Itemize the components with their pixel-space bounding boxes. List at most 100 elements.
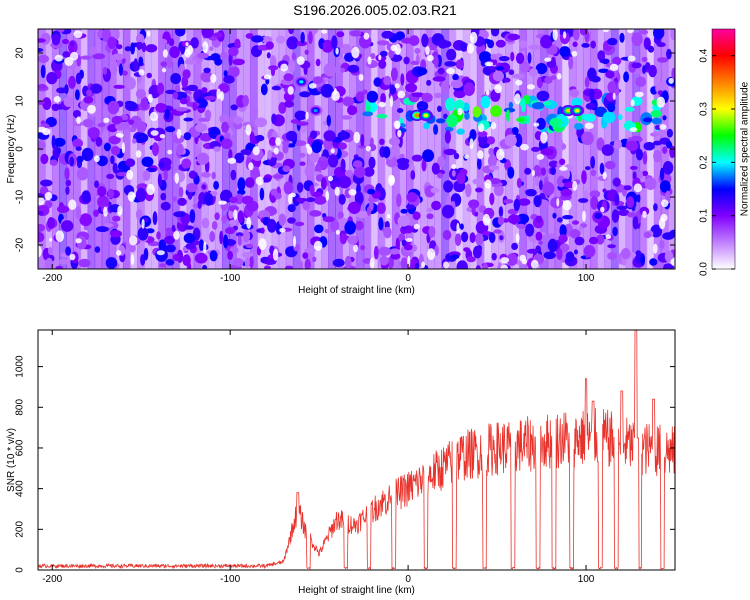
spectrogram-blob [416, 67, 428, 76]
spectrogram-gap [661, 199, 669, 208]
x-tick-label: 100 [578, 273, 595, 284]
spectrogram-blob [378, 59, 387, 69]
spectrogram-blob [376, 202, 386, 214]
spectrogram-gap [330, 148, 335, 154]
spectrogram-blob [111, 115, 123, 125]
spectrogram-blob [450, 254, 460, 259]
spectrogram-blob [666, 48, 672, 60]
spectrogram-blob [171, 196, 177, 202]
spectrogram-blob [183, 233, 196, 244]
spectrogram-blob [196, 152, 210, 165]
spectrogram-blob [535, 231, 543, 241]
spectrogram-blob [240, 149, 250, 155]
spectrogram-blob [556, 248, 563, 260]
spectrogram-blob [241, 195, 254, 205]
spectrogram-blob [81, 190, 91, 204]
spectrogram-blob [450, 79, 463, 89]
spectrogram-blob [298, 123, 308, 133]
spectrogram-blob [362, 111, 374, 117]
spectrogram-blob [296, 182, 304, 193]
spectrogram-blob [287, 217, 296, 224]
spectrogram-column [349, 29, 358, 269]
spectrogram-blob [221, 121, 229, 133]
spectrogram-blob [308, 31, 313, 44]
spectrogram-blob [446, 114, 458, 128]
x-axis-label: Height of straight line (km) [298, 285, 415, 296]
spectrogram-blob [383, 226, 392, 239]
spectrogram-gap [38, 196, 45, 206]
spectrogram-blob [475, 265, 481, 269]
spectrogram-blob [376, 40, 390, 46]
spectrogram-blob [103, 223, 114, 228]
spectrogram-gap [279, 228, 286, 233]
spectrogram-blob [435, 118, 446, 124]
spectrogram-blob [453, 88, 466, 99]
spectrogram-blob [648, 64, 657, 78]
spectrogram-blob [432, 76, 446, 82]
spectrogram-blob [201, 29, 214, 39]
spectrogram-blob [224, 132, 231, 140]
spectrogram-blob [431, 200, 442, 211]
spectrogram-blob [82, 118, 94, 128]
snr-frame [37, 329, 676, 571]
spectrogram-blob [61, 38, 70, 45]
spectrogram-gap [484, 179, 492, 189]
spectrogram-blob [666, 128, 674, 138]
spectrogram-gap [670, 258, 675, 267]
spectrogram-blob [201, 217, 210, 229]
spectrogram-gap [126, 169, 134, 180]
spectrogram-blob [135, 187, 147, 202]
spectrogram-blob [287, 204, 296, 213]
spectrogram-blob [228, 149, 233, 161]
spectrogram-blob [178, 186, 184, 198]
spectrogram-blob [466, 256, 476, 263]
y-tick-label: 0 [15, 567, 26, 573]
spectrogram-gap [135, 150, 142, 158]
spectrogram-blob [569, 229, 581, 239]
spectrogram-blob [135, 132, 149, 143]
spectrogram-blob [344, 220, 357, 235]
spectrogram-blob [607, 81, 617, 94]
spectrogram-gap [54, 54, 63, 62]
spectrogram-blob [75, 89, 80, 101]
spectrogram-blob [250, 35, 264, 43]
spectrogram-blob [499, 235, 504, 241]
spectrogram-blob [198, 239, 205, 252]
spectrogram-blob [358, 144, 366, 149]
spectrogram-blob [585, 102, 596, 110]
spectrogram-blob [38, 84, 47, 89]
spectrogram-blob [456, 128, 465, 135]
spectrogram-column [568, 29, 577, 269]
spectrogram-gap [457, 107, 463, 116]
spectrogram-blob [355, 210, 368, 219]
spectrogram-blob [664, 250, 674, 263]
spectrogram-blob [255, 134, 265, 142]
spectrogram-gap [584, 122, 594, 130]
spectrogram-gap [255, 176, 264, 186]
spectrogram-blob [534, 175, 540, 187]
spectrogram-blob [579, 29, 588, 36]
spectrogram-blob [328, 154, 339, 168]
spectrogram-blob [189, 170, 197, 179]
spectrogram-blob [414, 262, 420, 269]
spectrogram-blob [515, 52, 525, 64]
spectrogram-gap [464, 154, 469, 159]
spectrogram-blob [459, 223, 464, 230]
spectrogram-blob [97, 186, 107, 197]
x-tick-label: 0 [405, 574, 411, 585]
spectrogram-column [399, 29, 407, 269]
spectrogram-blob [249, 131, 255, 145]
spectrogram-blob [125, 101, 138, 111]
spectrogram-blob [304, 258, 311, 269]
spectrogram-blob [612, 56, 622, 66]
spectrogram-column [285, 29, 294, 269]
spectrogram-blob [40, 153, 49, 165]
spectrogram-blob [200, 71, 213, 83]
spectrogram-blob [79, 213, 92, 227]
spectrogram-blob [40, 64, 46, 79]
spectrogram-blob [662, 263, 675, 269]
spectrogram-blob [201, 171, 211, 178]
spectrogram-blob [294, 110, 307, 121]
spectrogram-gap [451, 164, 457, 170]
spectrogram-column [505, 29, 513, 269]
